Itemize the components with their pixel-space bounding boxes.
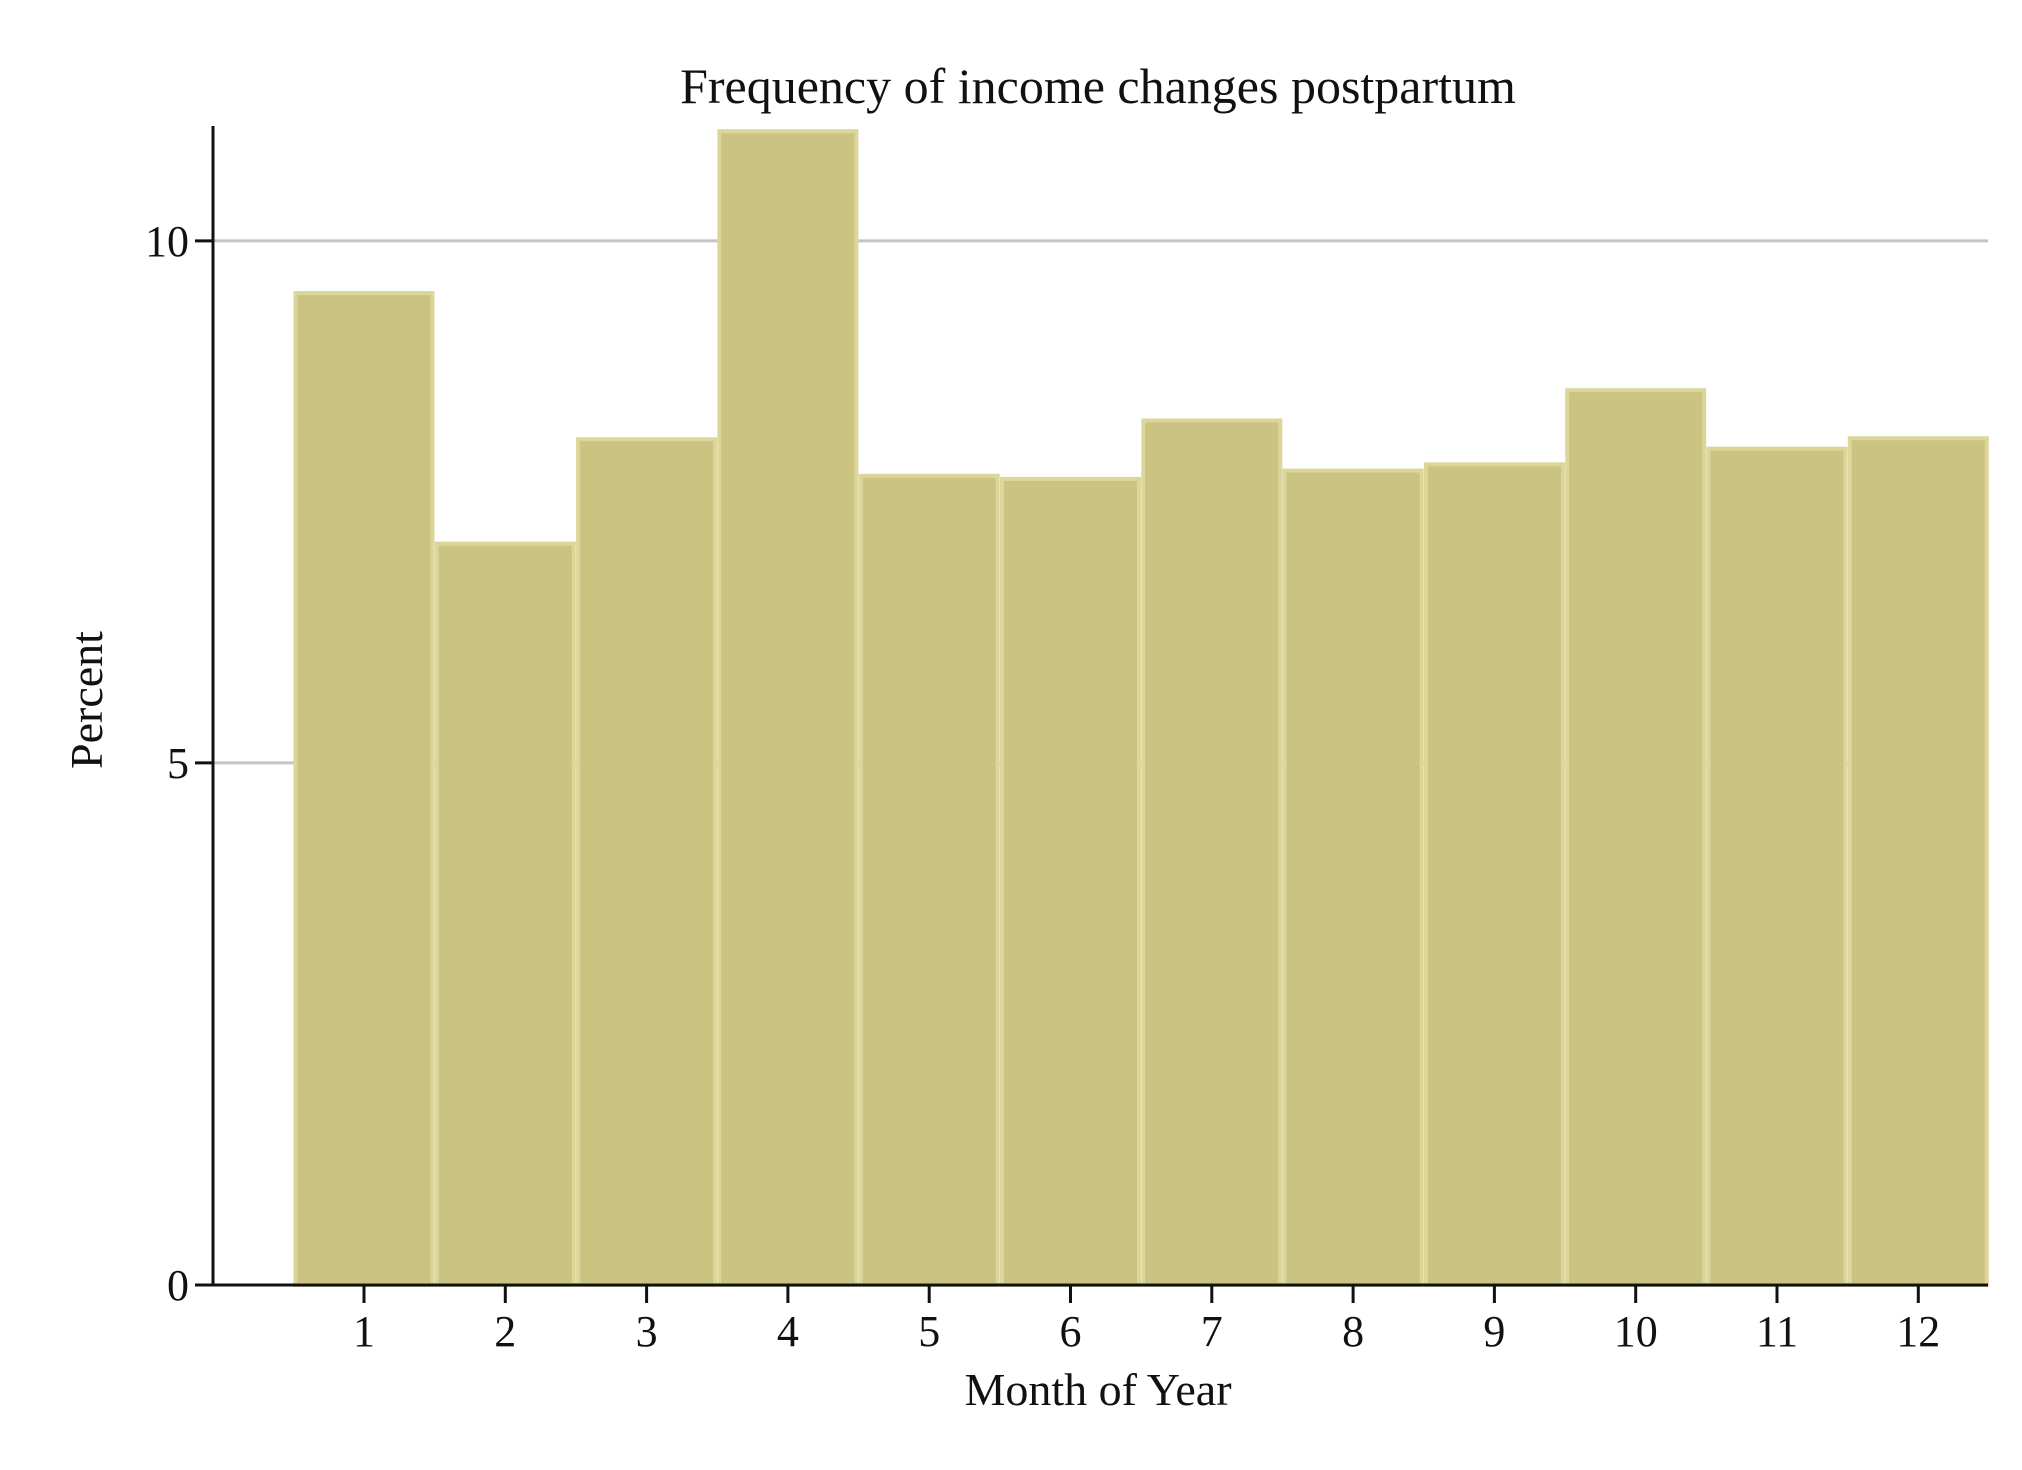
x-tick-label-5: 5 bbox=[918, 1307, 940, 1356]
bar-month-10 bbox=[1565, 388, 1707, 1287]
x-tick-label-6: 6 bbox=[1060, 1307, 1082, 1356]
bar-month-4 bbox=[717, 129, 859, 1288]
bar-month-7 bbox=[1141, 418, 1283, 1287]
bar-month-6 bbox=[1000, 476, 1141, 1287]
y-tick-label-0: 0 bbox=[167, 1261, 189, 1310]
x-tick-label-2: 2 bbox=[494, 1307, 516, 1356]
bar-month-5 bbox=[858, 473, 1000, 1288]
y-axis-label: Percent bbox=[61, 631, 112, 769]
x-tick-label-1: 1 bbox=[353, 1307, 375, 1356]
bar-month-2 bbox=[434, 541, 576, 1287]
bar-month-3 bbox=[576, 437, 718, 1288]
chart-title: Frequency of income changes postpartum bbox=[680, 58, 1516, 114]
y-tick-label-10: 10 bbox=[145, 217, 189, 266]
bar-month-11 bbox=[1706, 446, 1848, 1287]
bar-month-9 bbox=[1423, 462, 1565, 1288]
x-tick-label-3: 3 bbox=[636, 1307, 658, 1356]
x-axis-label: Month of Year bbox=[964, 1364, 1231, 1415]
x-tick-label-8: 8 bbox=[1342, 1307, 1364, 1356]
x-tick-label-4: 4 bbox=[777, 1307, 799, 1356]
bars bbox=[293, 129, 1989, 1288]
y-tick-label-5: 5 bbox=[167, 739, 189, 788]
x-tick-label-9: 9 bbox=[1483, 1307, 1505, 1356]
x-tick-label-11: 11 bbox=[1756, 1307, 1798, 1356]
x-tick-label-12: 12 bbox=[1896, 1307, 1940, 1356]
x-tick-label-7: 7 bbox=[1201, 1307, 1223, 1356]
x-tick-label-10: 10 bbox=[1614, 1307, 1658, 1356]
bar-month-12 bbox=[1847, 436, 1989, 1287]
bar-month-1 bbox=[293, 291, 435, 1287]
bar-month-8 bbox=[1282, 468, 1424, 1287]
